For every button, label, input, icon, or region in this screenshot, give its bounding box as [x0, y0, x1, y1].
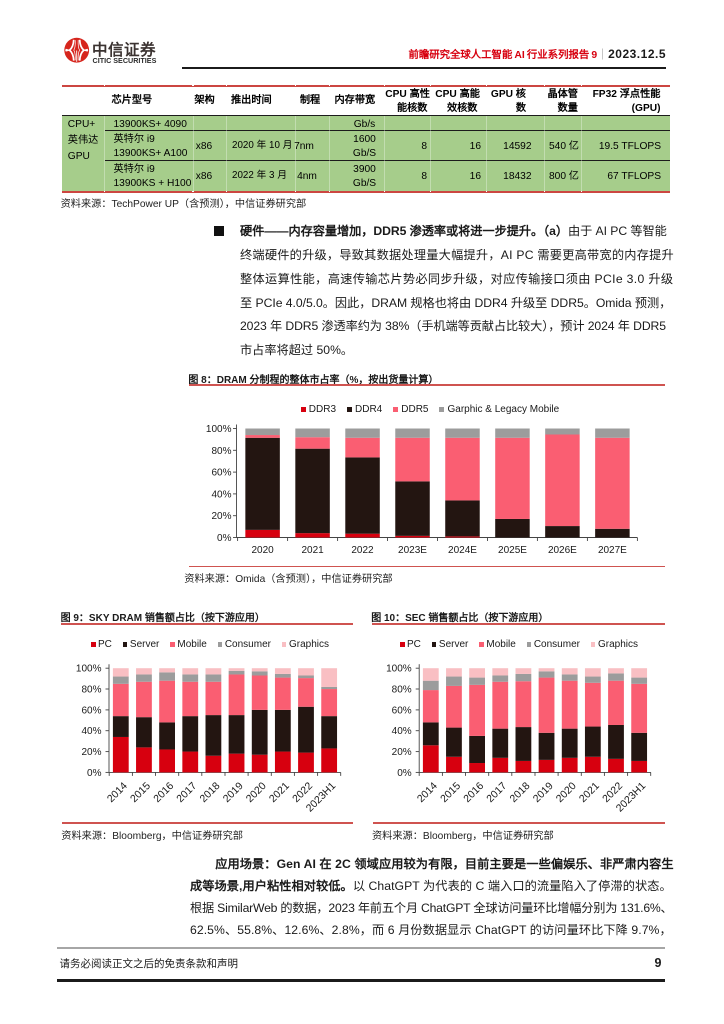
svg-text:2020: 2020 [244, 780, 269, 805]
svg-text:2024E: 2024E [448, 545, 477, 556]
svg-text:20%: 20% [392, 747, 412, 758]
svg-text:0%: 0% [87, 768, 102, 779]
svg-text:40%: 40% [392, 726, 412, 737]
svg-text:20%: 20% [81, 747, 101, 758]
svg-text:2020: 2020 [554, 780, 579, 805]
svg-text:0%: 0% [217, 533, 232, 544]
svg-text:40%: 40% [211, 489, 231, 500]
svg-text:0%: 0% [397, 768, 412, 779]
svg-text:100%: 100% [76, 664, 102, 675]
svg-text:2026E: 2026E [548, 545, 577, 556]
svg-text:2023E: 2023E [398, 545, 427, 556]
svg-text:60%: 60% [81, 705, 101, 716]
svg-text:2021: 2021 [577, 780, 602, 805]
svg-text:60%: 60% [211, 468, 231, 479]
svg-text:2015: 2015 [438, 780, 463, 805]
svg-text:80%: 80% [211, 446, 231, 457]
svg-text:2018: 2018 [508, 780, 533, 805]
svg-text:2014: 2014 [415, 780, 440, 805]
svg-text:2018: 2018 [198, 780, 223, 805]
svg-text:2025E: 2025E [498, 545, 527, 556]
svg-text:2014: 2014 [105, 780, 130, 805]
svg-text:100%: 100% [386, 664, 412, 675]
svg-text:20%: 20% [211, 511, 231, 522]
svg-text:80%: 80% [81, 685, 101, 696]
svg-text:2016: 2016 [151, 780, 176, 805]
svg-text:2020: 2020 [251, 545, 274, 556]
svg-text:60%: 60% [392, 705, 412, 716]
svg-text:2021: 2021 [301, 545, 324, 556]
svg-text:2016: 2016 [461, 780, 486, 805]
svg-text:2015: 2015 [128, 780, 153, 805]
svg-text:2019: 2019 [221, 780, 246, 805]
svg-text:2022: 2022 [351, 545, 374, 556]
svg-text:2021: 2021 [267, 780, 292, 805]
svg-text:2017: 2017 [484, 780, 509, 805]
svg-text:80%: 80% [392, 685, 412, 696]
svg-text:100%: 100% [206, 424, 232, 435]
svg-text:40%: 40% [81, 726, 101, 737]
svg-text:2027E: 2027E [598, 545, 627, 556]
svg-text:2019: 2019 [531, 780, 556, 805]
svg-text:2017: 2017 [174, 780, 199, 805]
